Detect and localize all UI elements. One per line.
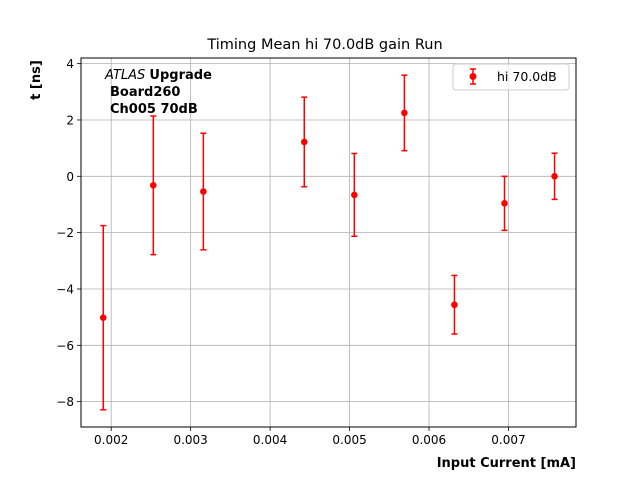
legend: hi 70.0dB bbox=[452, 63, 570, 91]
data-point bbox=[351, 191, 358, 199]
annotation-channel: Ch005 70dB bbox=[110, 102, 198, 117]
data-point bbox=[451, 301, 458, 309]
legend-box bbox=[452, 63, 570, 91]
grid-layer bbox=[81, 58, 576, 427]
annotation-upgrade: Upgrade bbox=[149, 68, 212, 83]
y-tick-label: 0 bbox=[66, 170, 74, 184]
data-point bbox=[150, 182, 157, 189]
data-point bbox=[99, 314, 107, 322]
y-tick-label: −6 bbox=[56, 339, 74, 353]
legend-label: hi 70.0dB bbox=[497, 69, 557, 84]
y-tick-label: 2 bbox=[66, 113, 74, 127]
data-point bbox=[501, 200, 508, 207]
x-tick-label: 0.002 bbox=[94, 433, 128, 447]
x-tick-label: 0.004 bbox=[253, 433, 287, 447]
x-axis-label: Input Current [mA] bbox=[437, 456, 576, 471]
y-axis-label: t [ns] bbox=[29, 60, 44, 100]
chart-title: Timing Mean hi 70.0dB gain Run bbox=[206, 37, 442, 53]
atlas-annotation: ATLAS Upgrade Board260 Ch005 70dB bbox=[104, 68, 212, 117]
data-point bbox=[200, 188, 207, 195]
y-tick-label: −2 bbox=[56, 226, 74, 240]
y-tick-label: −4 bbox=[56, 282, 74, 296]
annotation-atlas: ATLAS bbox=[104, 68, 145, 83]
x-tick-label: 0.006 bbox=[412, 433, 446, 447]
x-tick-label: 0.005 bbox=[332, 433, 366, 447]
x-tick-label: 0.003 bbox=[173, 433, 207, 447]
data-layer bbox=[99, 74, 558, 411]
data-point bbox=[300, 138, 308, 146]
data-point bbox=[401, 109, 408, 117]
x-tick-label: 0.007 bbox=[491, 433, 525, 447]
tick-layer: 0.002 0.003 0.004 0.005 0.006 0.007 −8 −6 −4 −2 0 2… bbox=[56, 57, 525, 447]
data-point bbox=[551, 173, 558, 180]
annotation-line-1: ATLAS Upgrade bbox=[104, 68, 212, 83]
legend-marker bbox=[469, 73, 477, 80]
y-tick-label: 4 bbox=[66, 57, 74, 71]
annotation-board: Board260 bbox=[110, 85, 180, 100]
plot-frame bbox=[80, 57, 577, 428]
y-tick-label: −8 bbox=[56, 395, 74, 409]
